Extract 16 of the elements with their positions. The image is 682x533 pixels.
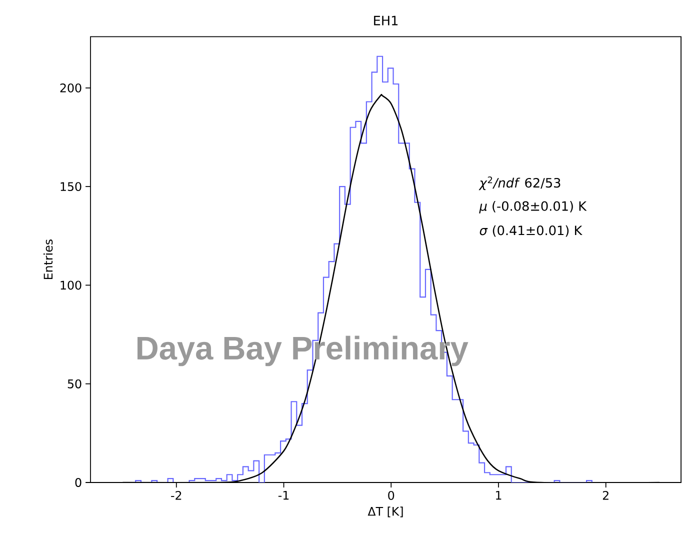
x-tick-label: 0	[388, 490, 394, 500]
annotation: σ (0.41±0.01) K	[480, 225, 582, 237]
x-tick-label: -2	[171, 490, 182, 500]
annotation: μ (-0.08±0.01) K	[479, 200, 587, 214]
x-tick-label: -1	[278, 490, 289, 500]
y-tick-label: 100	[60, 280, 82, 290]
y-tick-label: 200	[60, 83, 82, 92]
x-axis-title: ΔT [K]	[368, 506, 403, 518]
y-tick-label: 150	[60, 182, 82, 192]
x-tick-label: 1	[496, 490, 502, 500]
y-tick-label: 50	[68, 379, 82, 388]
chart-title: EH1	[374, 16, 398, 26]
annotation: χ$^{2}$/ndf 62/53	[478, 176, 560, 190]
x-tick-label: 2	[602, 490, 608, 500]
y-tick-label: 0	[75, 478, 82, 487]
y-axis-title: Entries	[44, 240, 53, 280]
